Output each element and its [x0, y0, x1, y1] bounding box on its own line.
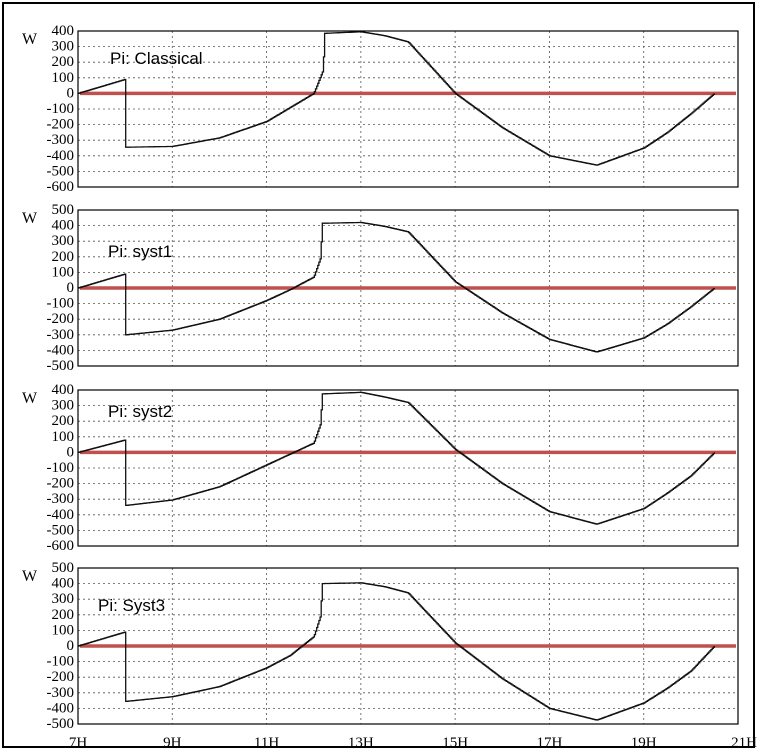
y-tick-label: -300 [47, 132, 75, 148]
y-tick-label: 500 [52, 202, 75, 218]
y-tick-label: 100 [52, 622, 75, 638]
x-tick-label: 9H [163, 735, 182, 751]
y-tick-label: -200 [47, 311, 75, 327]
x-tick-label: 21H [731, 735, 757, 751]
y-tick-label: 300 [52, 591, 75, 607]
y-tick-label: -500 [47, 163, 75, 179]
y-tick-label: 0 [67, 444, 75, 460]
y-axis-unit: W [22, 31, 38, 48]
plot-frame [77, 30, 739, 188]
x-tick-label: 13H [348, 735, 374, 751]
x-tick-label: 19H [631, 735, 657, 751]
y-tick-label: -200 [47, 476, 75, 492]
y-tick-label: -400 [47, 507, 75, 523]
y-tick-label: 100 [52, 264, 75, 280]
plot-frame [77, 389, 739, 547]
y-tick-label: -500 [47, 522, 75, 538]
plot-frame [77, 209, 739, 367]
y-tick-label: 200 [52, 249, 75, 265]
series-line [78, 582, 716, 721]
x-tick-label: 11H [254, 735, 279, 751]
y-tick-label: 400 [52, 23, 75, 39]
y-tick-label: 0 [67, 85, 75, 101]
y-tick-label: 200 [52, 54, 75, 70]
y-tick-label: -400 [47, 700, 75, 716]
y-tick-label: 400 [52, 576, 75, 592]
y-tick-label: -200 [47, 117, 75, 133]
y-tick-label: -100 [47, 460, 75, 476]
y-tick-label: -100 [47, 296, 75, 312]
y-tick-label: -300 [47, 685, 75, 701]
y-tick-label: -300 [47, 491, 75, 507]
y-tick-label: -100 [47, 654, 75, 670]
panel-title: Pi: syst2 [108, 402, 172, 421]
x-tick-label: 17H [537, 735, 563, 751]
y-tick-label: 100 [52, 429, 75, 445]
panel-title: Pi: Classical [110, 49, 203, 68]
series-line [78, 31, 716, 166]
y-axis-unit: W [22, 568, 38, 585]
y-tick-label: 300 [52, 398, 75, 414]
panel-title: Pi: Syst3 [98, 596, 165, 615]
y-tick-label: -400 [47, 342, 75, 358]
y-tick-label: -600 [47, 179, 75, 195]
y-tick-label: -500 [47, 358, 75, 374]
y-tick-label: -300 [47, 327, 75, 343]
y-tick-label: 0 [67, 638, 75, 654]
y-tick-label: -200 [47, 669, 75, 685]
y-tick-label: -100 [47, 101, 75, 117]
plot-frame [77, 567, 739, 725]
y-tick-label: 300 [52, 39, 75, 55]
x-tick-label: 15H [442, 735, 468, 751]
series-line [78, 221, 716, 353]
y-tick-label: 200 [52, 413, 75, 429]
series-line [78, 391, 716, 525]
y-tick-label: -600 [47, 538, 75, 554]
y-tick-label: 500 [52, 560, 75, 576]
y-axis-unit: W [22, 390, 38, 407]
y-tick-label: 200 [52, 607, 75, 623]
y-tick-label: -400 [47, 148, 75, 164]
y-tick-label: 100 [52, 70, 75, 86]
y-tick-label: 0 [67, 280, 75, 296]
panel-title: Pi: syst1 [108, 242, 172, 261]
x-tick-label: 7H [69, 735, 88, 751]
y-tick-label: -500 [47, 716, 75, 732]
y-tick-label: 300 [52, 233, 75, 249]
y-axis-unit: W [22, 210, 38, 227]
y-tick-label: 400 [52, 218, 75, 234]
y-tick-label: 400 [52, 382, 75, 398]
